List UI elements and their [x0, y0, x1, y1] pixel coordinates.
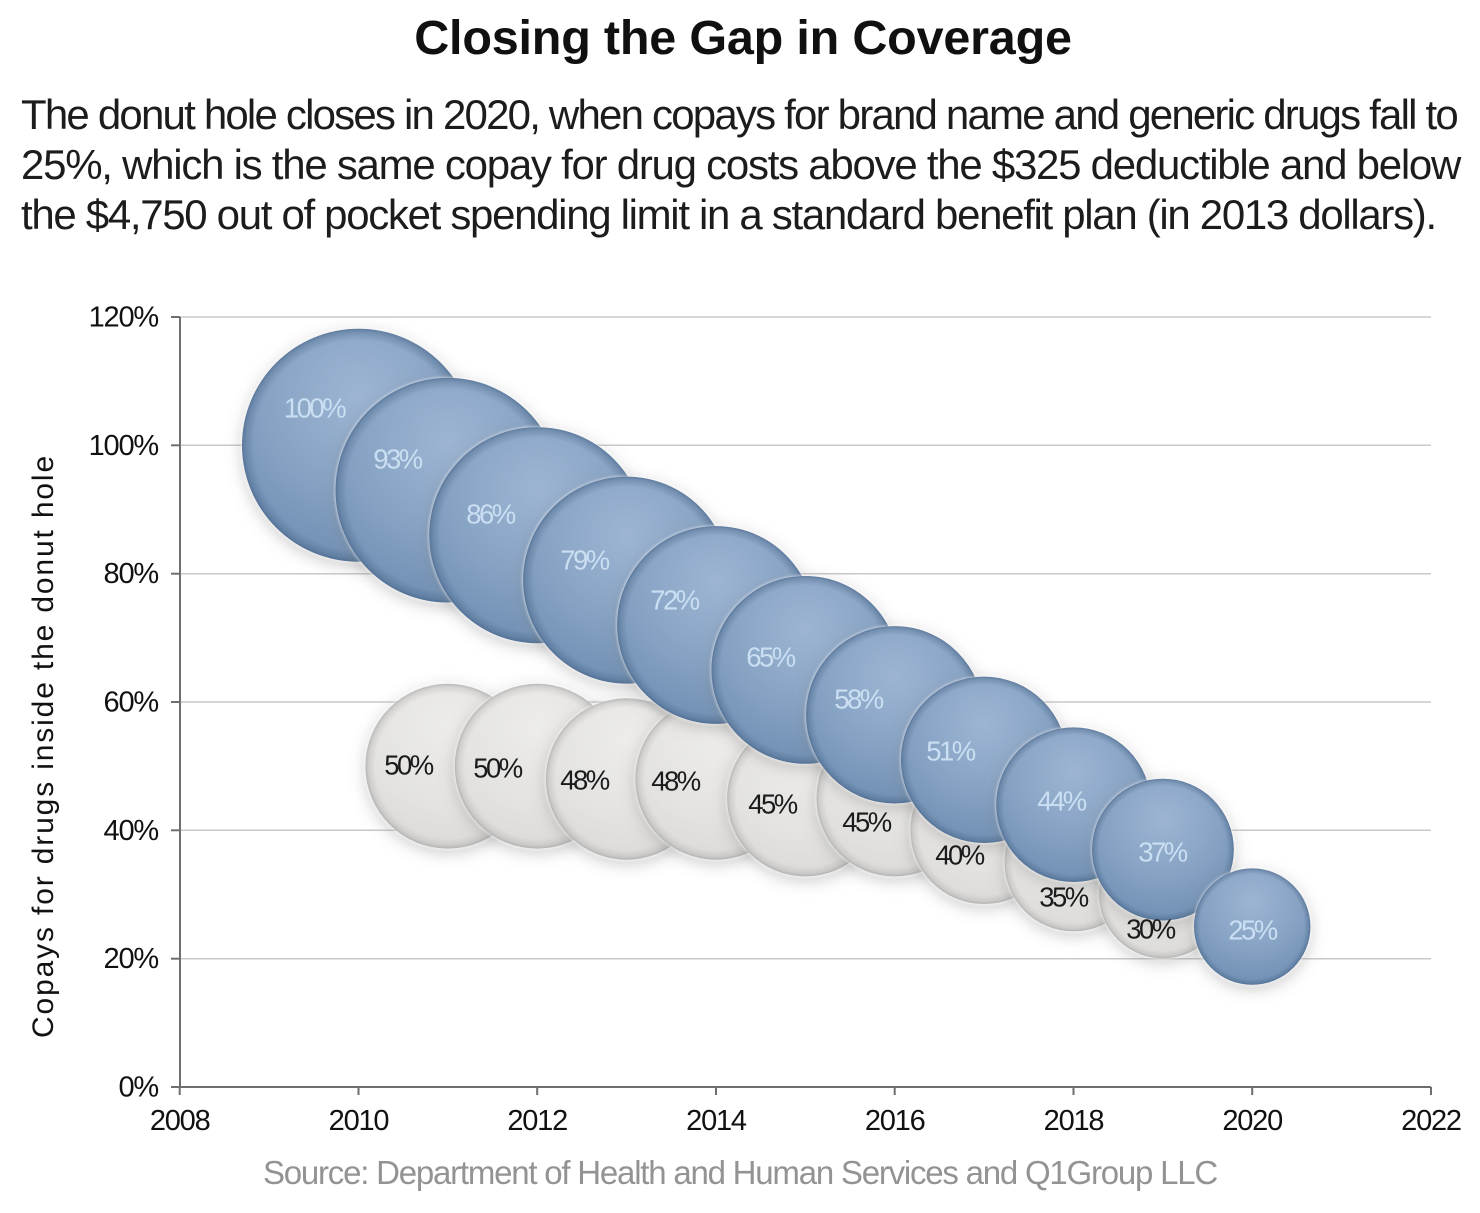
svg-text:79%: 79% — [560, 545, 610, 576]
svg-text:30%: 30% — [1126, 914, 1176, 945]
svg-text:44%: 44% — [1037, 786, 1087, 817]
svg-text:0%: 0% — [118, 1072, 158, 1104]
svg-text:2008: 2008 — [150, 1105, 210, 1137]
svg-text:80%: 80% — [104, 558, 159, 590]
svg-text:37%: 37% — [1138, 837, 1188, 868]
svg-text:100%: 100% — [89, 430, 159, 462]
svg-text:2016: 2016 — [865, 1105, 925, 1137]
svg-text:48%: 48% — [560, 765, 610, 796]
svg-text:Copays for drugs inside the do: Copays for drugs inside the donut hole — [27, 454, 60, 1038]
svg-text:2022: 2022 — [1401, 1105, 1461, 1137]
svg-text:25%: 25% — [1228, 915, 1278, 946]
svg-text:20%: 20% — [104, 943, 159, 975]
svg-text:35%: 35% — [1039, 882, 1089, 913]
svg-text:2014: 2014 — [686, 1105, 747, 1137]
svg-text:100%: 100% — [284, 393, 346, 424]
svg-text:58%: 58% — [834, 684, 884, 715]
svg-text:93%: 93% — [373, 444, 423, 475]
svg-text:2020: 2020 — [1222, 1105, 1282, 1137]
svg-text:45%: 45% — [842, 807, 892, 838]
svg-text:86%: 86% — [466, 499, 516, 530]
svg-text:40%: 40% — [104, 815, 159, 847]
svg-text:65%: 65% — [746, 642, 796, 673]
svg-text:2018: 2018 — [1044, 1105, 1104, 1137]
svg-text:51%: 51% — [926, 736, 976, 767]
svg-text:120%: 120% — [89, 302, 159, 334]
svg-text:72%: 72% — [650, 585, 700, 616]
svg-text:2010: 2010 — [329, 1105, 389, 1137]
svg-text:60%: 60% — [104, 687, 159, 719]
svg-text:50%: 50% — [473, 753, 523, 784]
svg-text:48%: 48% — [651, 766, 701, 797]
svg-text:50%: 50% — [384, 750, 434, 781]
svg-text:40%: 40% — [935, 840, 985, 871]
svg-text:2012: 2012 — [507, 1105, 567, 1137]
svg-text:45%: 45% — [748, 789, 798, 820]
